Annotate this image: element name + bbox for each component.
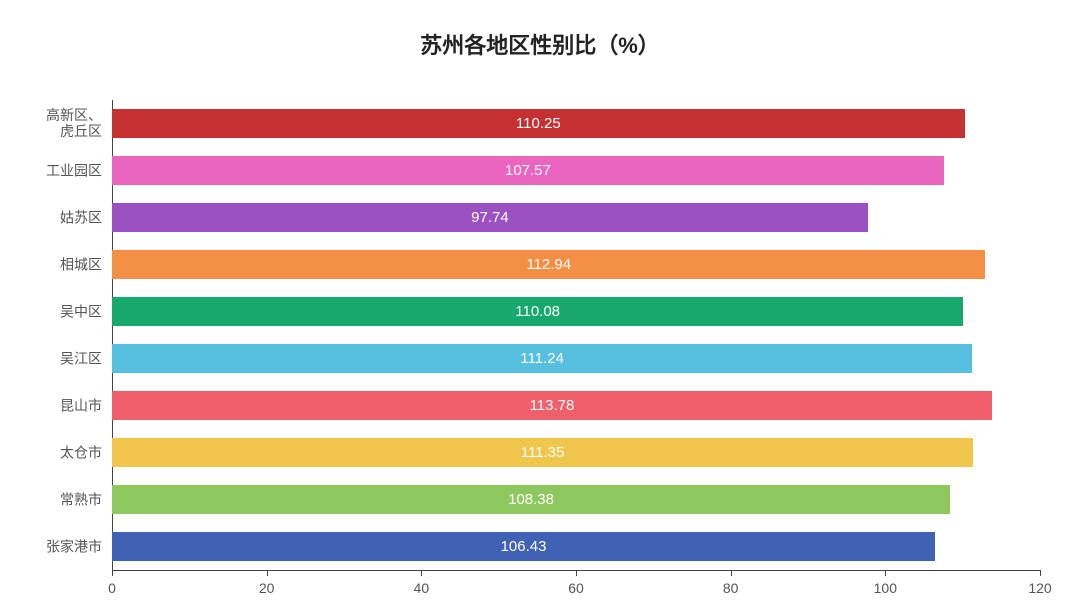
bar: 107.57: [112, 156, 944, 185]
plot-area: 高新区、 虎丘区工业园区姑苏区相城区吴中区吴江区昆山市太仓市常熟市张家港市 02…: [0, 0, 1080, 613]
bar-value-label: 112.94: [526, 256, 571, 273]
bar: 111.24: [112, 344, 972, 373]
bar: 97.74: [112, 203, 868, 232]
bar-value-label: 111.24: [520, 350, 564, 367]
bar: 110.25: [112, 109, 965, 138]
bar-value-label: 111.35: [521, 444, 565, 461]
bar: 110.08: [112, 297, 963, 326]
bar-value-label: 110.25: [516, 115, 561, 132]
bar: 112.94: [112, 250, 985, 279]
bars-group: 110.25 107.57 97.74 112.94 110.08 111.24 113.7…: [0, 0, 1080, 613]
bar-value-label: 110.08: [515, 303, 560, 320]
bar-value-label: 97.74: [471, 209, 509, 226]
bar: 111.35: [112, 438, 973, 467]
bar-value-label: 106.43: [501, 538, 547, 555]
bar: 106.43: [112, 532, 935, 561]
bar-value-label: 107.57: [505, 162, 551, 179]
bar: 108.38: [112, 485, 950, 514]
chart-container: 苏州各地区性别比（%） 高新区、 虎丘区工业园区姑苏区相城区吴中区吴江区昆山市太…: [0, 0, 1080, 613]
bar-value-label: 113.78: [530, 397, 575, 414]
bar: 113.78: [112, 391, 992, 420]
bar-value-label: 108.38: [508, 491, 554, 508]
